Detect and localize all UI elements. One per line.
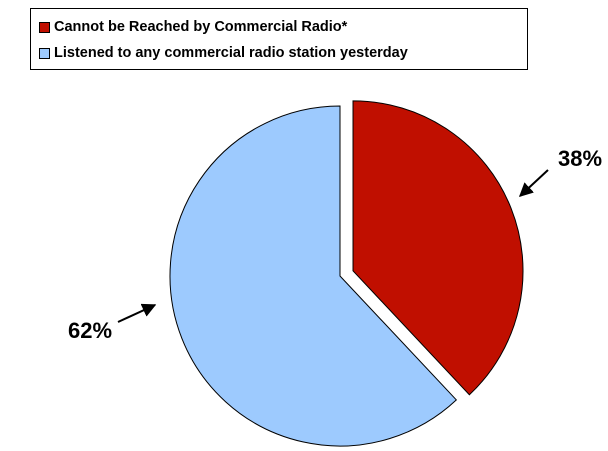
slice-listened <box>169 105 458 447</box>
legend-label-unreached: Cannot be Reached by Commercial Radio* <box>54 19 348 35</box>
legend-swatch-listened <box>39 47 50 59</box>
label-unreached-pct: 38% <box>558 146 602 171</box>
label-listened-pct: 62% <box>68 318 112 343</box>
slice-unreached <box>352 100 524 396</box>
arrow-unreached <box>518 169 549 197</box>
legend-swatch-unreached <box>39 21 50 33</box>
legend-item-unreached: Cannot be Reached by Commercial Radio* <box>39 17 347 37</box>
arrow-listened <box>117 303 157 323</box>
pie-slices <box>169 100 524 447</box>
chart-legend: Cannot be Reached by Commercial Radio* L… <box>30 8 528 70</box>
legend-item-listened: Listened to any commercial radio station… <box>39 43 408 63</box>
legend-label-listened: Listened to any commercial radio station… <box>54 45 408 61</box>
pie-labels: 38% 62% <box>68 146 602 343</box>
